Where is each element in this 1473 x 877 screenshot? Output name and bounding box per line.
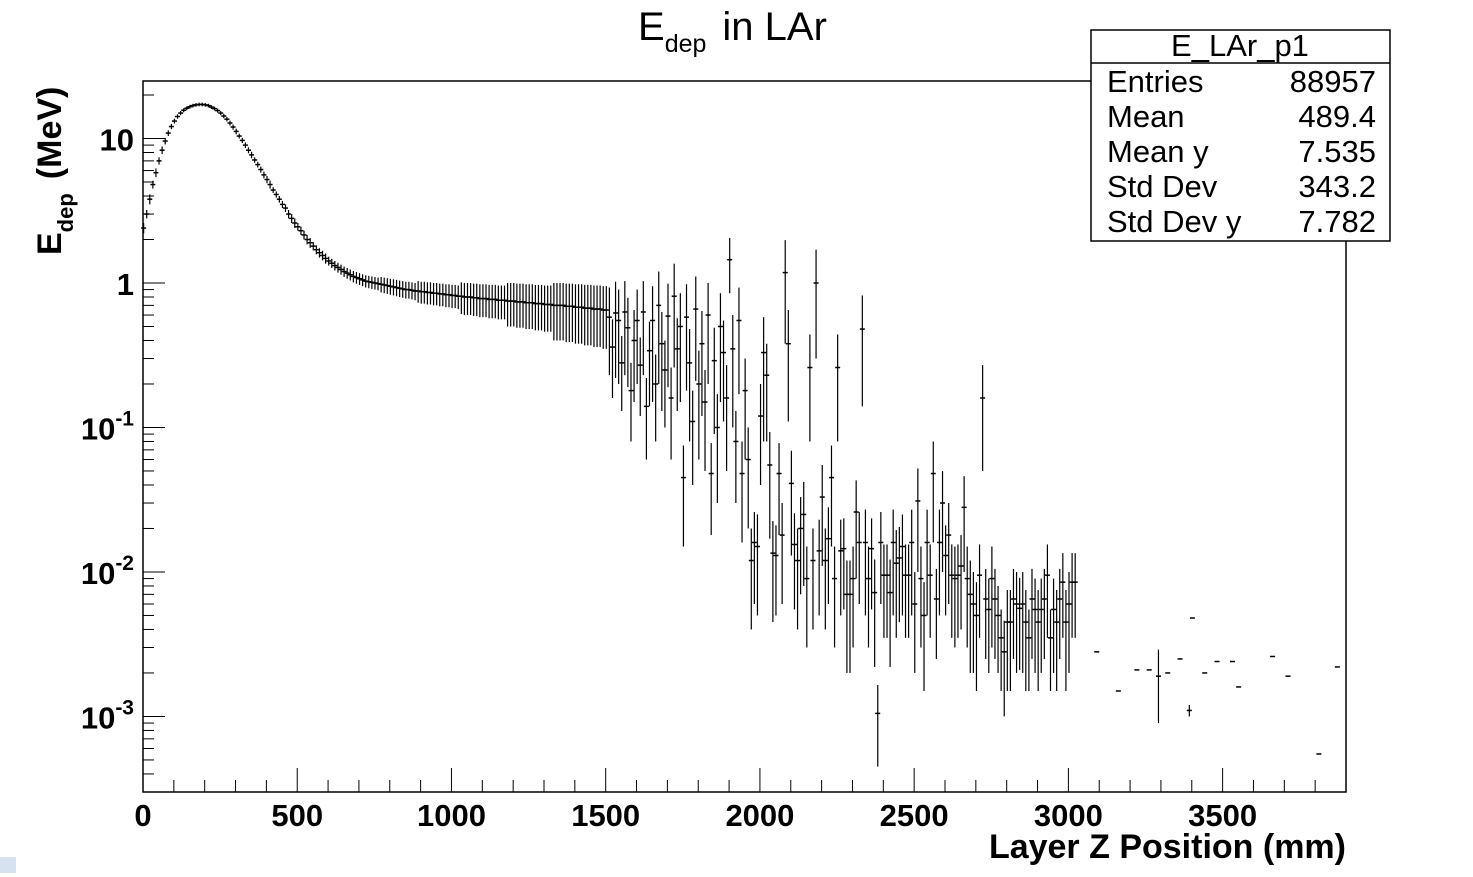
x-axis: 0 500 1000 1500 2000 2500 3000 3500 bbox=[134, 768, 1347, 833]
y-tick-label: 10-2 bbox=[81, 552, 134, 591]
title-main: E bbox=[638, 5, 665, 49]
svg-text:Edep(MeV): Edep (MeV) bbox=[31, 87, 78, 255]
chart-title: Edep in LAr bbox=[638, 5, 827, 58]
stats-value-entries: 88957 bbox=[1290, 64, 1376, 99]
stats-box: E_LAr_p1 Entries 88957 Mean 489.4 Mean y… bbox=[1090, 28, 1391, 242]
ylabel-subscript: dep bbox=[53, 193, 78, 232]
stats-label-std-dev: Std Dev bbox=[1107, 169, 1218, 204]
ylabel-tail: (MeV) bbox=[31, 87, 69, 180]
x-tick-label: 2000 bbox=[725, 798, 794, 833]
stats-value-mean-y: 7.535 bbox=[1298, 134, 1376, 169]
y-tick-label: 1 bbox=[117, 267, 134, 302]
x-tick-label: 2500 bbox=[880, 798, 949, 833]
x-axis-title: Layer Z Position (mm) bbox=[989, 828, 1346, 866]
stats-value-std-dev: 343.2 bbox=[1298, 169, 1376, 204]
corner-marker bbox=[0, 857, 16, 873]
stats-label-mean: Mean bbox=[1107, 99, 1185, 134]
ylabel-main: E bbox=[31, 232, 69, 255]
stats-value-mean: 489.4 bbox=[1298, 99, 1376, 134]
x-tick-label: 0 bbox=[134, 798, 151, 833]
data-points bbox=[141, 102, 1340, 767]
x-tick-label: 1000 bbox=[417, 798, 486, 833]
x-tick-label: 3000 bbox=[1034, 798, 1103, 833]
x-tick-label: 1500 bbox=[571, 798, 640, 833]
stats-box-name: E_LAr_p1 bbox=[1171, 28, 1309, 63]
stats-label-entries: Entries bbox=[1107, 64, 1203, 99]
stats-label-mean-y: Mean y bbox=[1107, 134, 1209, 169]
stats-value-std-dev-y: 7.782 bbox=[1298, 204, 1376, 239]
x-tick-label: 500 bbox=[271, 798, 323, 833]
x-tick-label: 3500 bbox=[1188, 798, 1257, 833]
stats-label-std-dev-y: Std Dev y bbox=[1107, 204, 1242, 239]
title-tail: in LAr bbox=[722, 5, 827, 49]
y-tick-label: 10-1 bbox=[81, 407, 134, 446]
title-subscript: dep bbox=[665, 30, 707, 58]
y-axis-title: Edep (MeV) bbox=[31, 87, 78, 255]
y-tick-label: 10-3 bbox=[81, 696, 134, 735]
y-tick-label: 10 bbox=[100, 122, 134, 157]
plot-frame bbox=[142, 80, 1347, 793]
y-axis: 10-3 10-2 10-1 1 10 bbox=[81, 94, 165, 793]
stats-box-frame bbox=[1090, 29, 1391, 242]
